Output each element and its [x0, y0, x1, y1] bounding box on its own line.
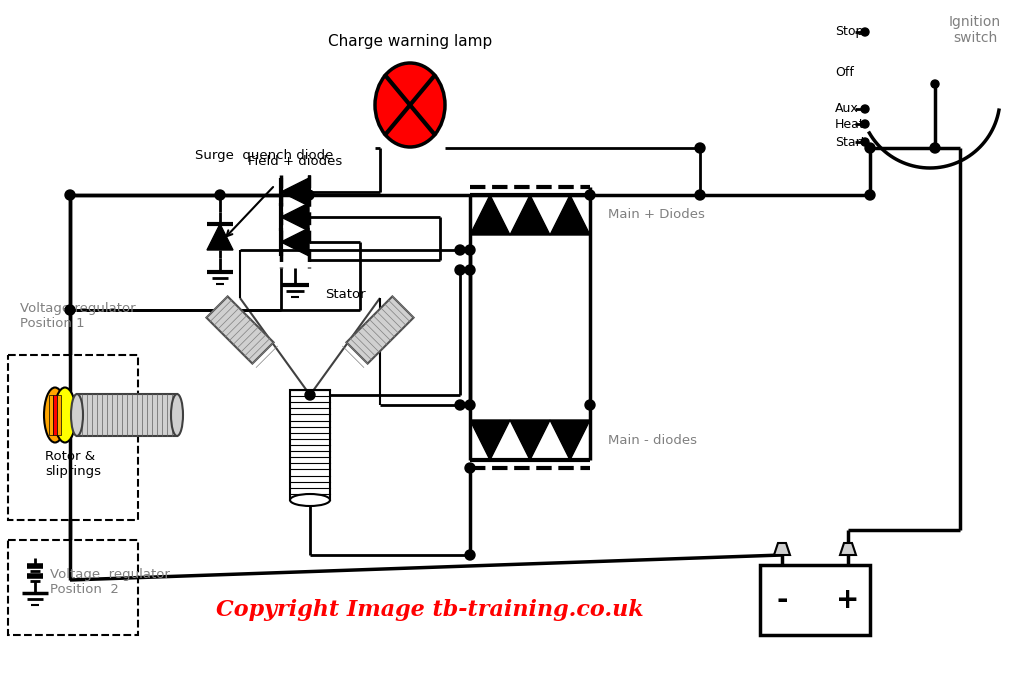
Polygon shape — [510, 195, 550, 235]
Circle shape — [865, 190, 875, 200]
Circle shape — [585, 400, 595, 410]
Circle shape — [455, 245, 465, 255]
Ellipse shape — [54, 387, 76, 443]
Text: Stator: Stator — [325, 289, 365, 301]
Polygon shape — [550, 195, 590, 235]
Polygon shape — [346, 296, 413, 364]
Text: +: + — [836, 586, 860, 614]
Text: Off: Off — [835, 66, 854, 78]
Text: Copyright Image tb-training.co.uk: Copyright Image tb-training.co.uk — [216, 599, 644, 621]
Text: Charge warning lamp: Charge warning lamp — [328, 34, 492, 49]
Text: Start: Start — [835, 135, 866, 149]
Circle shape — [861, 138, 869, 146]
Polygon shape — [281, 203, 309, 231]
Circle shape — [861, 120, 869, 128]
Ellipse shape — [71, 394, 83, 436]
Circle shape — [931, 80, 939, 88]
Polygon shape — [510, 420, 550, 460]
Circle shape — [865, 143, 875, 153]
Circle shape — [304, 390, 315, 400]
Text: Voltage regulator
Position 1: Voltage regulator Position 1 — [20, 302, 136, 330]
Bar — [57, 395, 61, 435]
Circle shape — [465, 400, 475, 410]
Bar — [53, 395, 57, 435]
Polygon shape — [281, 228, 309, 256]
Polygon shape — [206, 296, 274, 364]
Polygon shape — [550, 420, 590, 460]
Text: Surge  quench diode: Surge quench diode — [195, 149, 333, 162]
Circle shape — [695, 143, 705, 153]
Bar — [8, 355, 138, 520]
Polygon shape — [774, 543, 790, 555]
Polygon shape — [470, 195, 510, 235]
Bar — [290, 390, 330, 500]
Polygon shape — [281, 178, 309, 206]
Circle shape — [861, 28, 869, 36]
Circle shape — [465, 245, 475, 255]
Text: Main + Diodes: Main + Diodes — [608, 208, 704, 222]
Polygon shape — [207, 224, 233, 250]
Circle shape — [930, 143, 940, 153]
Bar — [760, 565, 870, 635]
Text: Heat: Heat — [835, 118, 865, 130]
Bar — [49, 395, 53, 435]
Circle shape — [695, 190, 705, 200]
Circle shape — [65, 305, 75, 315]
Circle shape — [861, 105, 869, 113]
Circle shape — [465, 550, 475, 560]
Ellipse shape — [44, 387, 66, 443]
Ellipse shape — [375, 63, 445, 147]
Text: Ignition
switch: Ignition switch — [949, 15, 1001, 45]
Circle shape — [465, 463, 475, 473]
Circle shape — [455, 265, 465, 275]
Text: Field + diodes: Field + diodes — [248, 155, 342, 168]
Text: Voltage  regulator
Position  2: Voltage regulator Position 2 — [50, 568, 170, 596]
Circle shape — [215, 190, 225, 200]
Polygon shape — [840, 543, 856, 555]
Ellipse shape — [290, 494, 330, 506]
Circle shape — [465, 265, 475, 275]
Circle shape — [304, 190, 314, 200]
Polygon shape — [470, 420, 510, 460]
Text: Rotor &
sliprings: Rotor & sliprings — [45, 450, 102, 478]
Text: Aux: Aux — [835, 103, 859, 116]
Text: Main - diodes: Main - diodes — [608, 433, 697, 447]
Circle shape — [65, 190, 75, 200]
Circle shape — [455, 400, 465, 410]
Text: -: - — [776, 586, 788, 614]
Ellipse shape — [171, 394, 183, 436]
Text: Stop: Stop — [835, 26, 864, 39]
Bar — [77, 394, 177, 436]
Bar — [8, 540, 138, 635]
Circle shape — [585, 190, 595, 200]
